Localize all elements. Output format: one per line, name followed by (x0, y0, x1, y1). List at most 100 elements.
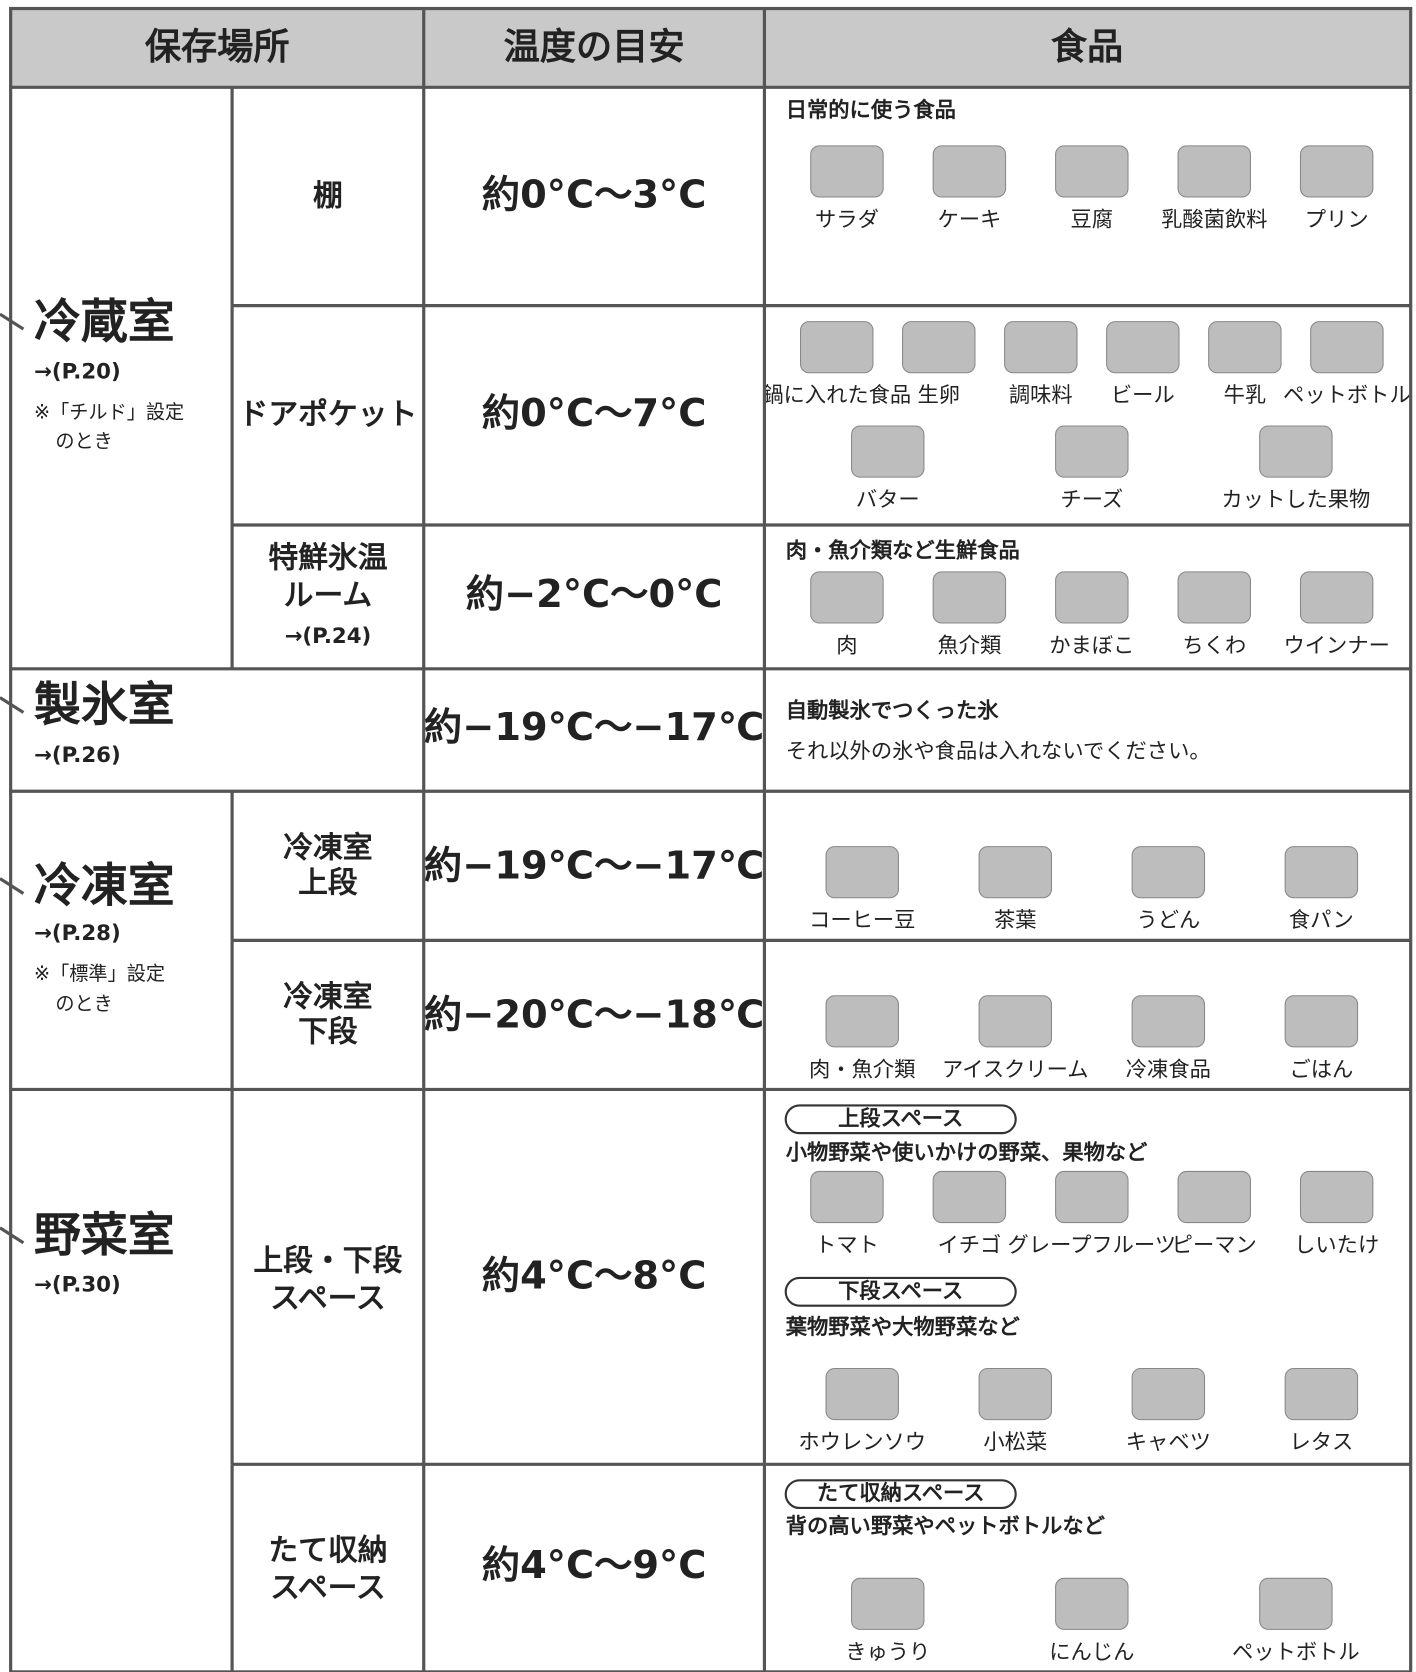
tag-pill (784, 1276, 1017, 1307)
shelf-label: 冷凍室 (283, 979, 372, 1014)
food-heading: 背の高い野菜やペットボトルなど (786, 1513, 1106, 1539)
food-icon (1106, 321, 1180, 374)
page-ref: →(P.30) (34, 1272, 121, 1297)
food-icon (902, 321, 976, 374)
shelf-label: 冷凍室 (283, 830, 372, 865)
food-heading: 日常的に使う食品 (786, 97, 956, 123)
shelf-label: 上段 (298, 865, 358, 900)
food-icon (1284, 846, 1359, 899)
compartment-name: 野菜室 (34, 1209, 175, 1263)
food-label: うどん (1136, 908, 1200, 933)
food-icon (1131, 995, 1206, 1048)
food-icon (932, 571, 1007, 624)
tag-pill (784, 1104, 1017, 1135)
food-label: ホウレンソウ (798, 1430, 926, 1455)
food-label: 食パン (1289, 908, 1354, 933)
food-icon (1055, 571, 1129, 624)
temperature: 約0°C〜7°C (482, 391, 707, 436)
food-heading: 肉・魚介類など生鮮食品 (786, 538, 1020, 564)
shelf-label: ドアポケット (239, 397, 418, 432)
shelf-label: たて収納 (268, 1533, 387, 1568)
temperature: 約0°C〜3°C (482, 173, 707, 218)
temperature: 約−19℃〜−17℃ (424, 705, 764, 750)
food-label: バター (856, 488, 920, 513)
food-icon (825, 1367, 899, 1421)
compartment-name: 冷蔵室 (34, 295, 175, 349)
food-icon (800, 321, 874, 374)
food-label: 茶葉 (994, 908, 1037, 933)
food-icon (932, 145, 1007, 198)
header-bg (10, 8, 1411, 88)
food-icon (1131, 846, 1206, 899)
food-icon (810, 1170, 884, 1224)
shelf-label: 下段 (298, 1015, 358, 1050)
food-label: ピーマン (1172, 1233, 1257, 1258)
food-label: ちくわ (1182, 633, 1246, 658)
food-label: イチゴ (937, 1233, 1001, 1258)
food-label: グレープフルーツ (1008, 1233, 1177, 1258)
food-label: ウインナー (1283, 633, 1389, 658)
food-label: 牛乳 (1224, 383, 1267, 408)
food-label: にんじん (1049, 1640, 1134, 1665)
food-icon (978, 1367, 1053, 1421)
shelf-label: 棚 (313, 179, 343, 214)
food-label: しいたけ (1294, 1233, 1379, 1258)
food-icon (1259, 1577, 1333, 1630)
food-label: ごはん (1289, 1057, 1353, 1082)
food-heading: 自動製氷でつくった氷 (786, 697, 1000, 723)
food-icon (825, 995, 899, 1048)
food-icon (978, 846, 1053, 899)
food-label: トマト (815, 1233, 879, 1258)
tag-label: 上段スペース (838, 1105, 963, 1131)
header-temperature: 温度の目安 (504, 25, 685, 68)
food-label: ペットボトル (1283, 383, 1411, 408)
shelf-label: スペース (270, 1570, 386, 1605)
food-icon (1284, 995, 1359, 1048)
food-icon (1004, 321, 1078, 374)
food-label: 乳酸菌飲料 (1161, 207, 1267, 232)
shelf-label: 上段・下段 (253, 1243, 402, 1278)
food-icon (1299, 145, 1374, 198)
page-ref: →(P.28) (34, 921, 121, 946)
temperature: 約4°C〜8°C (482, 1253, 707, 1298)
temperature: 約−19℃〜−17℃ (424, 843, 764, 888)
food-label: 生卵 (917, 383, 960, 408)
food-icon (851, 1577, 925, 1630)
food-icon (1208, 321, 1282, 374)
food-label: ペットボトル (1232, 1640, 1360, 1665)
temperature: 約−20℃〜−18℃ (424, 993, 764, 1038)
food-label: チーズ (1060, 488, 1123, 513)
food-label: キャベツ (1126, 1430, 1211, 1455)
food-label: カットした果物 (1221, 488, 1370, 513)
food-icon (932, 1170, 1007, 1224)
food-label: 調味料 (1009, 383, 1073, 408)
food-icon (825, 846, 899, 899)
food-label: 小松菜 (983, 1430, 1047, 1455)
header-foods: 食品 (1051, 25, 1123, 68)
food-label: アイスクリーム (942, 1057, 1089, 1082)
food-label: 魚介類 (937, 633, 1001, 658)
food-label: 肉・魚介類 (809, 1057, 915, 1082)
food-label: ビール (1111, 383, 1175, 408)
food-icon (1055, 1170, 1129, 1224)
food-icon (1284, 1367, 1359, 1421)
food-label: 肉 (836, 633, 857, 658)
food-icon (1177, 1170, 1251, 1224)
table-border (9, 6, 1413, 1672)
food-label: 豆腐 (1071, 207, 1114, 232)
food-label: 冷凍食品 (1126, 1057, 1211, 1082)
food-label: きゅうり (845, 1640, 930, 1665)
food-icon (851, 425, 925, 478)
food-label: コーヒー豆 (809, 908, 915, 933)
food-label: サラダ (815, 207, 879, 232)
temperature: 約−2°C〜0°C (466, 572, 723, 617)
header-location: 保存場所 (145, 25, 290, 68)
page-ref: →(P.20) (34, 360, 121, 385)
note: のとき (55, 992, 112, 1015)
food-heading: 小物野菜や使いかけの野菜、果物など (786, 1140, 1148, 1165)
food-icon (978, 995, 1053, 1048)
page-ref: →(P.26) (34, 743, 121, 768)
food-icon (1299, 571, 1374, 624)
